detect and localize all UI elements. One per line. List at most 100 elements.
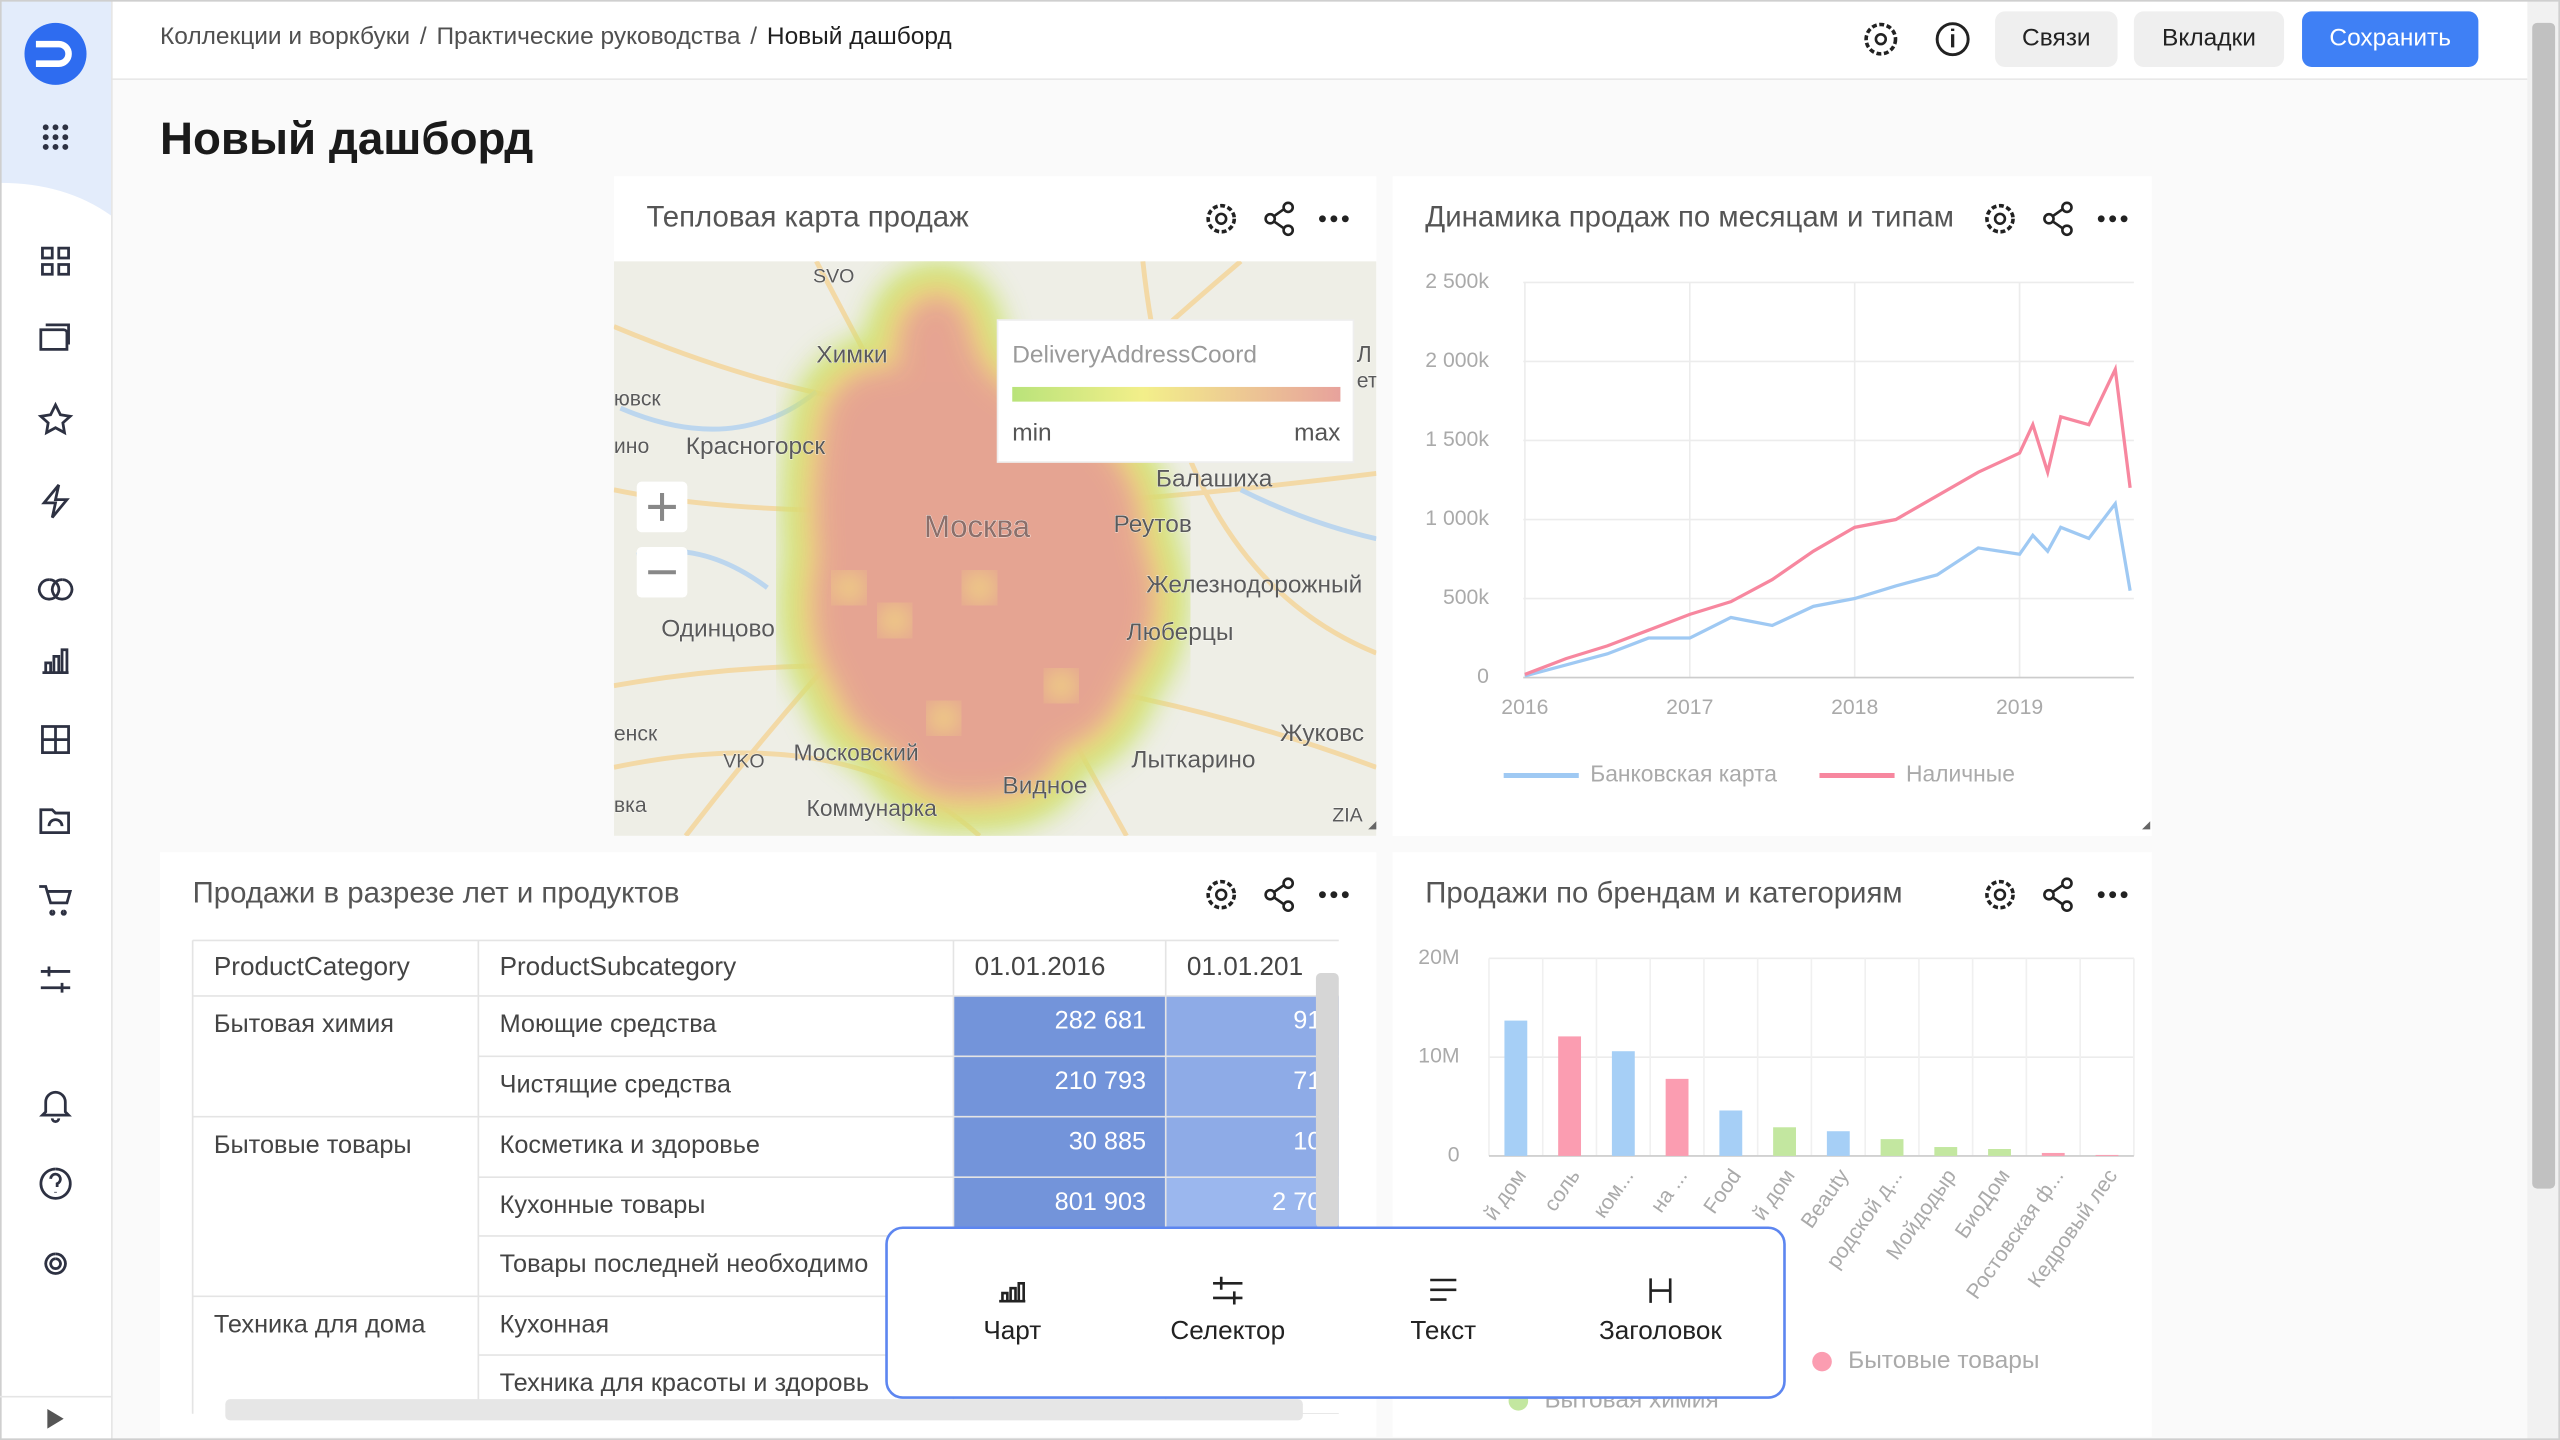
- map-place-label: Одинцово: [661, 616, 775, 643]
- menu-item-icon[interactable]: [1649, 1278, 1672, 1303]
- breadcrumb[interactable]: Практические руководства: [436, 23, 740, 50]
- legend-label[interactable]: Бытовые товары: [1848, 1347, 2039, 1374]
- apps-dot: [52, 144, 59, 150]
- map-legend-title: DeliveryAddressCoord: [1012, 341, 1257, 368]
- sidebar-icon[interactable]: [41, 725, 70, 755]
- y-tick-label: 20M: [1418, 946, 1459, 969]
- x-tick-label: 2018: [1831, 696, 1878, 719]
- sidebar-icon[interactable]: [39, 885, 73, 916]
- map-place-label: Химки: [816, 341, 887, 368]
- breadcrumb: Новый дашборд: [767, 23, 952, 50]
- topbar-button[interactable]: [2302, 11, 2479, 67]
- table-cell-number: 30 885: [1069, 1128, 1146, 1156]
- more-dot[interactable]: [1330, 215, 1338, 223]
- sidebar-collapse[interactable]: [47, 1408, 64, 1429]
- share-node: [1282, 900, 1295, 913]
- more-dot[interactable]: [1319, 215, 1326, 223]
- table-hscroll[interactable]: [225, 1399, 1303, 1421]
- apps-dot: [62, 144, 69, 150]
- sidebar-icon[interactable]: [40, 966, 71, 993]
- apps-dot: [52, 124, 59, 131]
- sidebar-icon[interactable]: [39, 1090, 72, 1123]
- cell-heat: [1165, 1177, 1339, 1236]
- more-dot[interactable]: [2120, 891, 2128, 899]
- gear-icon[interactable]: [1864, 22, 1898, 56]
- sidebar-icon[interactable]: [44, 1252, 67, 1275]
- more-dot[interactable]: [2097, 891, 2105, 899]
- scrollbar-thumb[interactable]: [2532, 22, 2556, 1189]
- sidebar-icon[interactable]: [42, 648, 69, 675]
- widget-title: Динамика продаж по месяцам и типам: [1425, 201, 1954, 234]
- y-tick-label: 2 000k: [1425, 349, 1489, 372]
- apps-dot: [62, 124, 69, 131]
- more-dot[interactable]: [2097, 215, 2105, 223]
- topbar-button[interactable]: [1995, 11, 2118, 67]
- table-cell: Бытовые товары: [214, 1131, 412, 1159]
- sidebar-icon[interactable]: [41, 246, 70, 276]
- share-node: [1282, 877, 1295, 890]
- table-cell: Кухонные товары: [500, 1191, 706, 1219]
- x-tick-label: 2019: [1996, 696, 2043, 719]
- toolbar-bg: [1970, 192, 2141, 245]
- map-place-label: Красногорск: [686, 433, 826, 460]
- sidebar-icon[interactable]: [39, 1167, 72, 1200]
- table-vscroll[interactable]: [1315, 973, 1339, 1228]
- cell-heat: [953, 1116, 1166, 1178]
- menu-item-label[interactable]: Селектор: [1170, 1315, 1285, 1345]
- breadcrumb[interactable]: Коллекции и воркбуки: [160, 23, 410, 50]
- widget-title: Продажи по брендам и категориям: [1425, 876, 1902, 909]
- menu-item-label[interactable]: Чарт: [983, 1315, 1041, 1345]
- topbar-button-label: Связи: [2022, 25, 2091, 52]
- share-node: [2061, 877, 2073, 890]
- more-dot[interactable]: [1330, 891, 1338, 899]
- map-place-label: Лыткарино: [1131, 746, 1255, 773]
- map-legend-max: max: [1294, 420, 1340, 447]
- table-cell: Товары последней необходимо: [500, 1250, 869, 1278]
- sidebar-icon[interactable]: [39, 323, 70, 351]
- heat-spot: [880, 605, 910, 636]
- map-place-label: Л: [1357, 341, 1372, 367]
- cell-heat: [953, 1056, 1166, 1117]
- more-dot[interactable]: [2120, 215, 2128, 223]
- share-node: [1282, 224, 1295, 237]
- menu-item-icon[interactable]: [999, 1281, 1026, 1303]
- widget-toolbar: [1191, 868, 1362, 921]
- menu-item-label[interactable]: Заголовок: [1599, 1315, 1722, 1345]
- map-place-label: Железнодорожный: [1146, 572, 1362, 599]
- more-dot[interactable]: [1341, 215, 1349, 223]
- add-menu: [885, 1226, 1786, 1399]
- sidebar-icon[interactable]: [37, 401, 74, 436]
- apps-menu[interactable]: [42, 124, 69, 150]
- menu-item-icon[interactable]: [1430, 1278, 1457, 1301]
- table-cell: Техника для дома: [214, 1310, 426, 1338]
- table-cell: Кухонная: [500, 1310, 610, 1338]
- topbar-button[interactable]: [2133, 11, 2285, 67]
- more-dot[interactable]: [1319, 891, 1326, 899]
- map-river: [1239, 487, 1377, 542]
- map-place-label: SVO: [813, 266, 854, 288]
- map-place-label: Коммунарка: [807, 795, 938, 821]
- legend-label[interactable]: Наличные: [1906, 761, 2015, 787]
- sidebar-icon[interactable]: [37, 578, 74, 601]
- more-dot[interactable]: [2109, 891, 2117, 899]
- topbar: [111, 0, 2528, 79]
- widget-title: Тепловая карта продаж: [647, 201, 970, 234]
- bar: [1504, 1020, 1528, 1156]
- breadcrumb-separator: /: [750, 23, 757, 50]
- sidebar-icon[interactable]: [39, 808, 70, 835]
- logo[interactable]: [24, 22, 87, 85]
- line-series: [1524, 363, 2132, 676]
- sidebar: [0, 0, 112, 1440]
- info-icon[interactable]: [1935, 22, 1970, 57]
- bar: [1988, 1149, 2011, 1156]
- gear-icon[interactable]: [1985, 203, 2015, 234]
- sidebar-icon[interactable]: [41, 484, 70, 519]
- menu-item-label[interactable]: Текст: [1410, 1315, 1476, 1345]
- menu-item-icon[interactable]: [1213, 1276, 1243, 1305]
- legend-label[interactable]: Банковская карта: [1590, 761, 1777, 787]
- gear-icon[interactable]: [1985, 879, 2015, 910]
- share-node: [1264, 212, 1277, 225]
- more-dot[interactable]: [1341, 891, 1349, 899]
- more-dot[interactable]: [2109, 215, 2117, 223]
- bar: [2041, 1152, 2065, 1156]
